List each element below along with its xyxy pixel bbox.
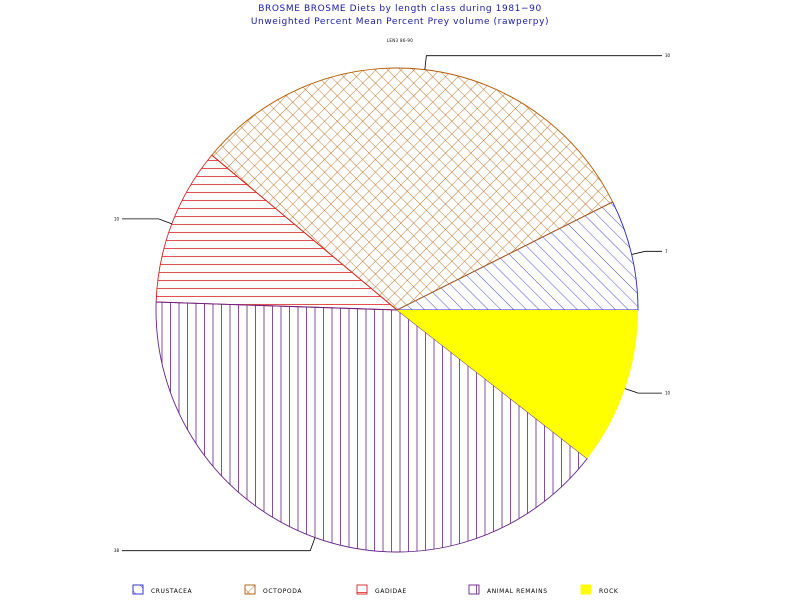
pie-slice-rock (397, 310, 638, 459)
leader-line-rock (624, 388, 662, 394)
value-label-octopoda: 30 (665, 53, 671, 58)
chart-title: BROSME BROSME Diets by length class duri… (258, 4, 542, 14)
legend-label-rock: ROCK (599, 588, 619, 595)
legend-swatch-octopoda (244, 584, 256, 595)
legend-label-animal-remains: ANIMAL REMAINS (487, 588, 548, 595)
leader-line-animal-remains (122, 537, 316, 552)
leader-line-crustacea (631, 250, 662, 255)
value-label-rock: 10 (665, 391, 671, 396)
legend-swatch-rock (580, 584, 592, 595)
pie-slice-gadidae (155, 154, 399, 311)
legend-swatch-gadidae (356, 584, 368, 595)
legend-swatch-animal-remains (468, 584, 480, 595)
chart-subtitle: Unweighted Percent Mean Percent Prey vol… (250, 17, 550, 27)
leader-line-octopoda (424, 55, 662, 70)
value-label-animal-remains: 38 (114, 548, 120, 553)
value-label-gadidae: 10 (114, 216, 120, 221)
pie-slice-animal-remains (155, 301, 588, 553)
pie-slice-octopoda (211, 67, 614, 311)
leader-line-gadidae (122, 218, 172, 225)
legend-swatch-crustacea (132, 584, 144, 595)
legend-label-crustacea: CRUSTACEA (151, 588, 193, 595)
legend-label-gadidae: GADIDAE (375, 588, 407, 595)
pie-slice-crustacea (396, 201, 639, 311)
group-label: LEN3 86-90 (386, 38, 414, 43)
legend-label-octopoda: OCTOPODA (263, 588, 302, 595)
value-label-crustacea: 7 (665, 249, 668, 254)
